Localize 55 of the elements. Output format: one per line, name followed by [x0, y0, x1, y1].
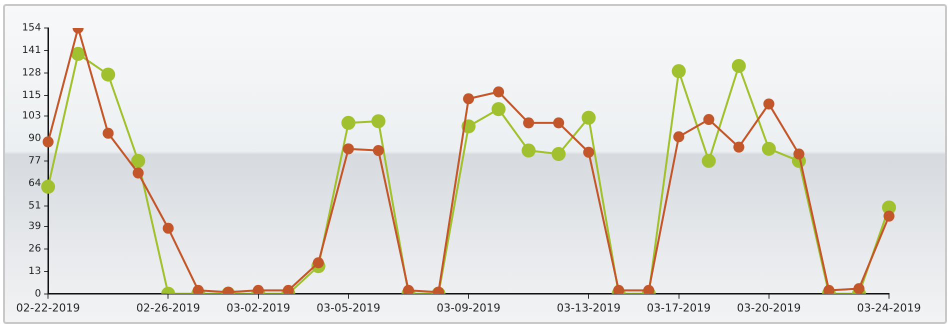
point: [583, 146, 594, 158]
point: [371, 114, 386, 128]
point: [522, 144, 536, 158]
point: [702, 154, 716, 168]
x-tick-label: 03-20-2019: [736, 301, 801, 314]
point: [41, 180, 56, 194]
point: [553, 117, 564, 128]
y-tick-label: 51: [28, 200, 42, 212]
y-tick-label: 141: [22, 45, 42, 56]
point: [732, 58, 746, 73]
point: [552, 146, 566, 161]
y-tick-label: 77: [28, 155, 42, 166]
x-tick-label: 02-26-2019: [136, 301, 200, 314]
point: [372, 145, 384, 156]
y-tick-label: 103: [22, 110, 42, 122]
point: [523, 117, 534, 128]
point: [71, 46, 86, 61]
point: [762, 142, 776, 156]
point: [793, 148, 804, 160]
y-tick-label: 64: [28, 178, 42, 189]
point: [312, 257, 324, 268]
point: [673, 131, 684, 142]
point: [341, 116, 356, 130]
point: [853, 283, 864, 294]
point: [884, 210, 894, 222]
x-tick-label: 03-17-2019: [646, 301, 711, 314]
point: [703, 114, 714, 125]
point: [492, 102, 506, 116]
x-tick-label: 02-22-2019: [16, 301, 80, 314]
y-tick-label: 154: [22, 22, 42, 34]
x-tick-label: 03-24-2019: [857, 301, 921, 314]
point: [582, 110, 596, 125]
y-tick-label: 39: [28, 221, 42, 232]
point: [101, 68, 116, 82]
point: [763, 98, 774, 110]
point: [42, 136, 54, 148]
y-tick-label: 26: [28, 244, 42, 255]
y-tick-label: 0: [34, 288, 42, 300]
point: [162, 222, 174, 234]
x-tick-label: 03-13-2019: [556, 301, 621, 314]
point: [132, 167, 144, 178]
point: [131, 154, 146, 168]
x-tick-label: 03-05-2019: [316, 301, 380, 314]
point: [463, 93, 474, 104]
y-tick-label: 13: [28, 266, 42, 277]
y-tick-label: 90: [28, 133, 42, 144]
x-tick-label: 03-09-2019: [436, 301, 501, 314]
y-tick-label: 128: [22, 67, 42, 78]
point: [733, 142, 744, 153]
point: [493, 86, 504, 98]
point: [342, 143, 354, 154]
x-tick-label: 03-02-2019: [226, 301, 290, 314]
y-tick-label: 115: [22, 90, 42, 101]
point: [102, 128, 114, 139]
point: [672, 64, 686, 78]
